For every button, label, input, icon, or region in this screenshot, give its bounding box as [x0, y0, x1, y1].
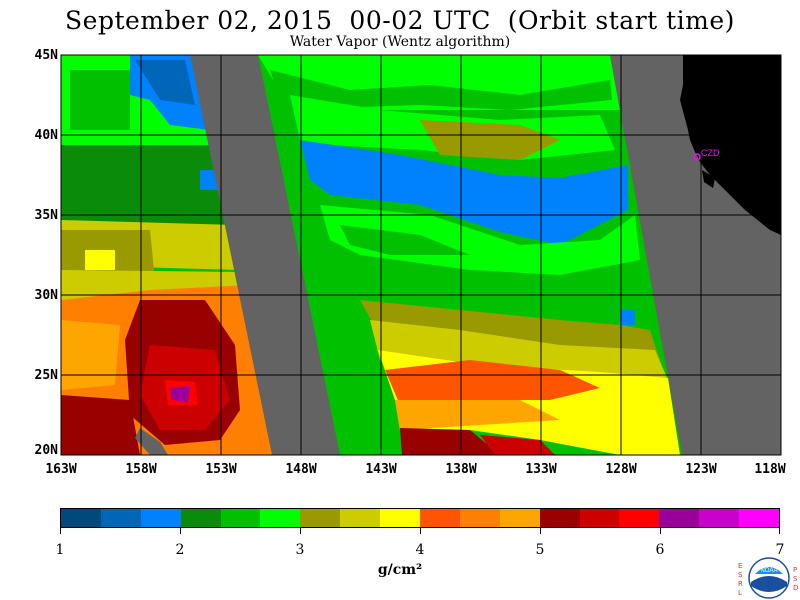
colorbar-segment — [340, 509, 381, 527]
lon-label-128w: 128W — [605, 462, 637, 477]
page-subtitle: Water Vapor (Wentz algorithm) — [289, 34, 511, 50]
colorbar-tick — [300, 528, 301, 534]
colorbar-tick — [779, 528, 780, 534]
lon-label-143w: 143W — [365, 462, 397, 477]
colorbar-segment — [380, 509, 421, 527]
colorbar-tick — [660, 528, 661, 534]
colorbar-segment — [699, 509, 740, 527]
colorbar-segment — [420, 509, 460, 527]
lat-label-45n: 45N — [34, 48, 58, 63]
lon-label-153w: 153W — [205, 462, 237, 477]
logo-letter: S — [738, 571, 743, 579]
noaa-seal-icon: NOAA — [748, 557, 790, 599]
logo-letter: E — [738, 562, 743, 570]
colorbar-segment — [61, 509, 101, 527]
lon-label-148w: 148W — [285, 462, 317, 477]
colorbar-tick — [420, 528, 421, 534]
colorbar-label-6: 6 — [655, 542, 665, 558]
lon-label-123w: 123W — [685, 462, 717, 477]
colorbar-segment — [300, 509, 341, 527]
logo-letter: L — [738, 589, 742, 597]
colorbar-segment — [539, 509, 580, 527]
no-data-gap-west — [190, 55, 340, 455]
colorbar-segment — [220, 509, 261, 527]
colorbar-label-4: 4 — [415, 542, 425, 558]
logo-letter: D — [793, 584, 799, 592]
colorbar-segment — [579, 509, 620, 527]
logo-center-text: NOAA — [760, 568, 777, 574]
lat-label-25n: 25N — [34, 368, 58, 383]
colorbar-segment — [659, 509, 700, 527]
lon-label-133w: 133W — [525, 462, 557, 477]
lat-label-40n: 40N — [34, 128, 58, 143]
lat-label-35n: 35N — [34, 208, 58, 223]
colorbar-segment — [499, 509, 540, 527]
colorbar-segment — [739, 509, 780, 527]
logo-letter: S — [793, 575, 798, 583]
noaa-logo: E S R L NOAA P S D — [734, 556, 800, 600]
logo-letter: R — [738, 580, 743, 588]
lon-label-163w: 163W — [45, 462, 77, 477]
lat-label-20n: 20N — [34, 443, 58, 458]
colorbar-unit: g/cm² — [377, 562, 423, 578]
lon-label-138w: 138W — [445, 462, 477, 477]
colorbar — [60, 508, 780, 528]
map-frame — [60, 54, 782, 456]
colorbar-segment — [180, 509, 221, 527]
logo-letter: P — [793, 566, 798, 574]
colorbar-label-3: 3 — [295, 542, 305, 558]
colorbar-label-7: 7 — [775, 542, 785, 558]
station-marker — [693, 153, 701, 161]
colorbar-segment — [100, 509, 141, 527]
colorbar-tick — [180, 528, 181, 534]
colorbar-segment — [260, 509, 301, 527]
colorbar-label-2: 2 — [175, 542, 185, 558]
land-mass — [680, 55, 781, 235]
station-label: CZD — [701, 148, 720, 158]
colorbar-segment — [619, 509, 660, 527]
water-vapor-map: CZD — [60, 54, 782, 456]
lon-label-118w: 118W — [754, 462, 786, 477]
colorbar-label-1: 1 — [55, 542, 65, 558]
colorbar-label-5: 5 — [535, 542, 545, 558]
lat-label-30n: 30N — [34, 288, 58, 303]
colorbar-segment — [140, 509, 181, 527]
colorbar-segment — [459, 509, 500, 527]
lon-label-158w: 158W — [125, 462, 157, 477]
page-title: September 02, 2015 00-02 UTC (Orbit star… — [65, 6, 735, 35]
colorbar-tick — [540, 528, 541, 534]
colorbar-tick — [60, 528, 61, 534]
